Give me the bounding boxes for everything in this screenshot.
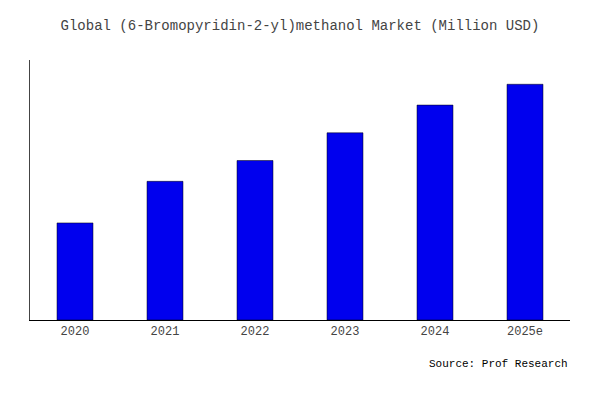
svg-text:2021: 2021 [151, 325, 180, 339]
svg-text:Source: Prof Research: Source: Prof Research [429, 358, 568, 370]
svg-text:2024: 2024 [421, 325, 450, 339]
svg-text:Global (6-Bromopyridin-2-yl)me: Global (6-Bromopyridin-2-yl)methanol Mar… [61, 18, 540, 34]
svg-text:2022: 2022 [241, 325, 270, 339]
svg-text:2020: 2020 [61, 325, 90, 339]
svg-text:2025e: 2025e [507, 325, 543, 339]
svg-text:2023: 2023 [331, 325, 360, 339]
